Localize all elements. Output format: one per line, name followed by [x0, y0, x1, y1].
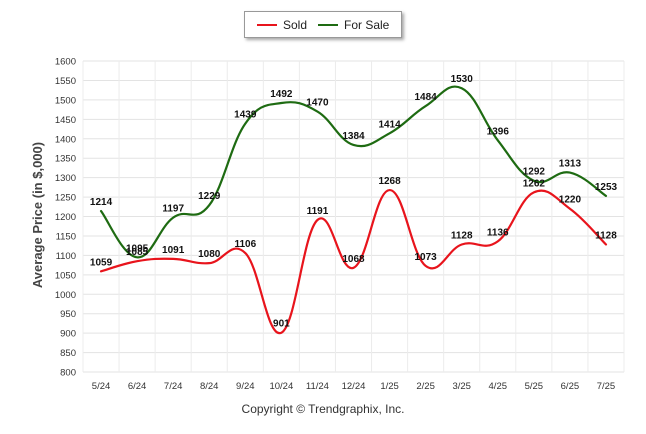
- y-tick-label: 1300: [55, 173, 76, 184]
- y-tick-label: 1050: [55, 270, 76, 281]
- x-tick-label: 5/25: [525, 381, 544, 392]
- x-tick-label: 7/25: [597, 381, 616, 392]
- series-line-sold: [99, 188, 608, 334]
- data-label-for-sale: 1396: [487, 126, 510, 137]
- data-label-for-sale: 1384: [342, 131, 365, 142]
- x-tick-label: 5/24: [92, 381, 111, 392]
- x-tick-label: 10/24: [269, 381, 293, 392]
- data-label-sold: 1128: [451, 230, 473, 241]
- data-label-for-sale: 1313: [559, 159, 582, 170]
- legend-label-for-sale: For Sale: [344, 18, 390, 32]
- data-label-for-sale: 1484: [415, 92, 438, 103]
- data-label-sold: 1091: [162, 245, 185, 256]
- y-tick-label: 800: [60, 368, 76, 379]
- copyright-text: Copyright © Trendgraphix, Inc.: [241, 402, 405, 416]
- data-label-sold: 1128: [595, 230, 617, 241]
- x-tick-label: 6/24: [128, 381, 147, 392]
- y-tick-label: 1600: [55, 57, 76, 68]
- y-tick-label: 1150: [56, 231, 76, 242]
- x-tick-label: 4/25: [489, 381, 508, 392]
- x-tick-label: 2/25: [416, 381, 435, 392]
- y-tick-label: 1200: [55, 212, 76, 223]
- x-tick-label: 7/24: [164, 381, 183, 392]
- data-label-for-sale: 1292: [523, 167, 546, 178]
- x-tick-label: 6/25: [561, 381, 580, 392]
- data-label-for-sale: 1197: [162, 204, 184, 215]
- data-label-sold: 1191: [307, 206, 329, 217]
- data-label-sold: 1085: [126, 247, 149, 258]
- data-label-sold: 901: [273, 319, 290, 330]
- data-label-for-sale: 1414: [378, 119, 401, 130]
- data-label-for-sale: 1530: [451, 74, 474, 85]
- data-labels-layer: 1059 1085 1091 1080 1106 901 1191 1068 1268 1073 1…: [90, 74, 618, 330]
- y-axis-label: Average Price (in $,000): [30, 142, 45, 288]
- data-label-sold: 1106: [234, 239, 256, 250]
- data-label-sold: 1136: [487, 227, 509, 238]
- data-label-for-sale: 1470: [306, 98, 329, 109]
- y-tick-label: 1250: [55, 193, 76, 204]
- x-tick-label: 11/24: [306, 381, 329, 392]
- x-tick-label: 3/25: [452, 381, 471, 392]
- legend-swatch-for-sale: [318, 24, 338, 26]
- legend-label-sold: Sold: [283, 18, 308, 32]
- data-label-sold: 1068: [342, 254, 365, 265]
- data-label-sold: 1073: [415, 252, 438, 263]
- x-tick-label: 9/24: [236, 381, 255, 392]
- data-label-sold: 1220: [559, 195, 582, 206]
- data-label-sold: 1262: [523, 178, 546, 189]
- x-tick-label: 8/24: [200, 381, 219, 392]
- series-layer: [99, 85, 608, 334]
- grid: [82, 60, 625, 373]
- y-tick-label: 1350: [55, 154, 76, 165]
- data-label-for-sale: 1095: [126, 243, 149, 254]
- legend-item-sold[interactable]: Sold: [257, 18, 307, 32]
- y-tick-label: 900: [60, 329, 76, 340]
- data-label-for-sale: 1492: [270, 89, 293, 100]
- legend: Sold For Sale: [244, 11, 402, 38]
- data-label-for-sale: 1214: [90, 197, 113, 208]
- legend-swatch-sold: [257, 24, 277, 26]
- x-axis-ticks: 5/24 6/24 7/24 8/24 9/24 10/24 11/24 12/24 1/25 2…: [92, 381, 615, 392]
- y-tick-label: 1500: [55, 95, 76, 106]
- y-tick-label: 1450: [55, 115, 76, 126]
- data-label-sold: 1080: [198, 249, 221, 260]
- y-tick-label: 950: [60, 309, 76, 320]
- data-label-sold: 1059: [90, 257, 113, 268]
- y-tick-label: 1400: [55, 134, 76, 145]
- series-line-for-sale: [99, 85, 608, 259]
- y-tick-label: 1100: [56, 251, 76, 262]
- data-label-for-sale: 1229: [198, 191, 221, 202]
- y-tick-label: 850: [60, 348, 76, 359]
- y-tick-label: 1000: [55, 290, 76, 301]
- y-tick-label: 1550: [55, 76, 76, 87]
- data-label-for-sale: 1439: [234, 110, 257, 121]
- data-label-for-sale: 1253: [595, 182, 618, 193]
- y-axis-ticks: 800 850 900 950 1000 1050 1100 1150 1200 1250 1300…: [55, 57, 76, 379]
- x-tick-label: 12/24: [342, 381, 366, 392]
- legend-item-for-sale[interactable]: For Sale: [318, 18, 389, 32]
- data-label-sold: 1268: [378, 176, 401, 187]
- x-tick-label: 1/25: [380, 381, 399, 392]
